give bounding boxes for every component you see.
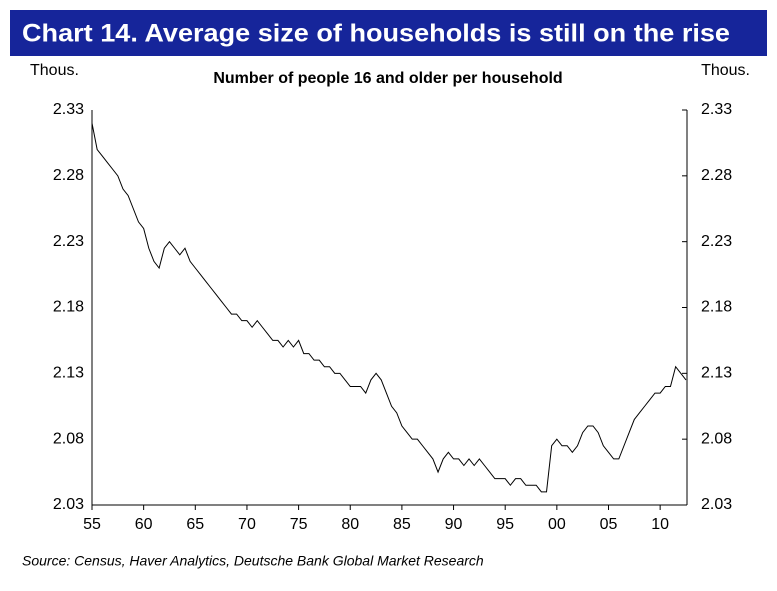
y-tick-label: 2.03	[53, 496, 84, 513]
chart-title: Chart 14. Average size of households is …	[22, 20, 730, 48]
x-tick-label: 70	[238, 516, 256, 533]
y-tick-label: 2.28	[53, 167, 84, 184]
y-tick-label: 2.13	[53, 365, 84, 382]
source-note: Source: Census, Haver Analytics, Deutsch…	[22, 553, 484, 569]
x-tick-label: 80	[341, 516, 359, 533]
x-tick-label: 85	[393, 516, 411, 533]
y2-tick-label: 2.18	[701, 299, 732, 316]
x-tick-label: 75	[290, 516, 308, 533]
x-tick-label: 10	[651, 516, 669, 533]
y2-tick-label: 2.28	[701, 167, 732, 184]
y2-tick-label: 2.23	[701, 233, 732, 250]
y2-tick-label: 2.03	[701, 496, 732, 513]
x-tick-label: 55	[83, 516, 101, 533]
data-line	[91, 123, 687, 493]
y-tick-label: 2.18	[53, 299, 84, 316]
x-tick-label: 95	[496, 516, 514, 533]
x-tick-label: 05	[600, 516, 618, 533]
y2-tick-label: 2.33	[701, 101, 732, 118]
y2-tick-label: 2.08	[701, 430, 732, 447]
y-axis-label: Thous.	[30, 62, 79, 79]
x-tick-label: 60	[135, 516, 153, 533]
y-tick-label: 2.23	[53, 233, 84, 250]
y2-tick-label: 2.13	[701, 365, 732, 382]
x-tick-label: 65	[186, 516, 204, 533]
title-bar	[10, 10, 767, 56]
y-tick-label: 2.33	[53, 101, 84, 118]
chart-subtitle: Number of people 16 and older per househ…	[213, 70, 562, 87]
x-tick-label: 00	[548, 516, 566, 533]
y-tick-label: 2.08	[53, 430, 84, 447]
x-tick-label: 90	[445, 516, 463, 533]
y2-axis-label: Thous.	[701, 62, 750, 79]
